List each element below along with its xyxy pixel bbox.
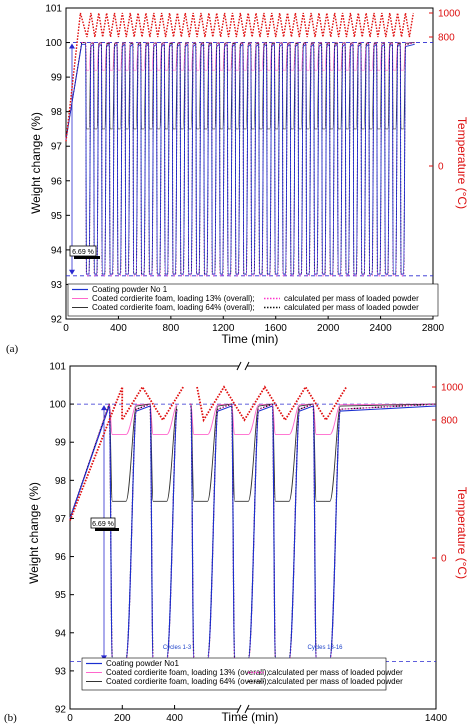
panel-a-annotation-text: 6.69 %	[72, 249, 94, 256]
panel-b-ytick-label: 93	[55, 666, 67, 677]
panel-a-ytick-label: 98	[51, 107, 63, 118]
panel-a-y2tick-label: 1000	[438, 9, 461, 20]
panel-b-series-temperature	[69, 385, 348, 521]
panel-a-xtick-label: 2800	[422, 323, 445, 334]
panel-b-annotation-arrowhead-top	[101, 405, 107, 411]
panel-a-legend-label: Coated cordierite foam, loading 13% (ove…	[92, 294, 255, 303]
panel-a-plot-frame	[65, 7, 434, 320]
panel-a-ytick-label: 100	[45, 38, 62, 49]
panel-a-ytick-label: 99	[51, 73, 63, 84]
panel-b-ytick-label: 101	[49, 362, 66, 373]
panel-b-y2tick-label: 1000	[441, 383, 464, 394]
panel-b-y2label: Temperature (°C)	[455, 487, 469, 579]
panel-b-ytick-label: 94	[55, 628, 67, 639]
panel-a-annotation: 6.69 %	[69, 245, 100, 259]
panel-b-annotation-text: 6.69 %	[92, 521, 114, 528]
panel-a-xtick-label: 0	[63, 323, 69, 334]
panel-a-ytick-label: 97	[51, 142, 63, 153]
panel-a-series-powder	[65, 43, 415, 275]
panel-a-ytick-label: 101	[45, 4, 62, 15]
panel-b-ytick-label: 99	[55, 438, 67, 449]
panel-b-series-foam64	[69, 403, 437, 519]
panel-a-xtick-label: 800	[163, 323, 180, 334]
panel-a-xtick-label: 1200	[212, 323, 235, 334]
panel-b-label: (b)	[4, 712, 17, 724]
panel-a-annotation-arrowhead-bottom	[69, 269, 75, 275]
panel-b-ylabel: Weight change (%)	[27, 482, 41, 584]
panel-b-axis-break-mark	[244, 361, 250, 371]
panel-a-y2label: Temperature (°C)	[455, 117, 469, 209]
panel-a-annotation-shadow	[74, 256, 100, 259]
panel-b-xtick-label: 200	[114, 713, 131, 724]
panel-b-ytick-label: 98	[55, 476, 67, 487]
panel-a-ytick-label: 94	[51, 245, 63, 256]
panel-a-xlabel: Time (min)	[222, 332, 279, 346]
panel-a-legend-label: calculated per mass of loaded powder	[284, 294, 419, 303]
panel-a-xtick-label: 2400	[369, 323, 392, 334]
panel-b-axis-break-gap	[239, 705, 247, 713]
panel-a-xtick-label: 2000	[317, 323, 340, 334]
panel-b-legend-label: Coated cordierite foam, loading 64% (ove…	[106, 677, 269, 686]
panel-a-annotation-arrowhead-top	[69, 43, 75, 49]
panel-b-xtick-label: 1400	[425, 713, 448, 724]
panel-a-xtick-label: 400	[110, 323, 127, 334]
panel-a-ytick-label: 96	[51, 176, 63, 187]
panel-b-axis-break-mark	[236, 361, 242, 371]
panel-b-cycles-label-2: Cycles 13-16	[307, 645, 343, 651]
panel-b-y2tick-label: 0	[441, 554, 447, 565]
panel-b-y2tick-label: 800	[441, 416, 458, 427]
panel-b-series-foam13-calc	[69, 403, 437, 662]
panel-b-legend-label: calculated per mass of loaded powder	[268, 668, 403, 677]
panel-b-legend-label: Coated cordierite foam, loading 13% (ove…	[106, 668, 269, 677]
panel-b-ytick-label: 96	[55, 552, 67, 563]
panel-b-axis-break-gap	[239, 362, 247, 370]
panel-b-axis-break-mark	[236, 704, 242, 714]
panel-a-legend-label: Coated cordierite foam, loading 64% (ove…	[92, 303, 255, 312]
panel-b-legend-box	[81, 657, 387, 691]
panel-b-ytick-label: 97	[55, 514, 67, 525]
panel-b-series-foam64-calc	[69, 403, 437, 661]
panel-b-series-powder	[69, 405, 437, 660]
panel-b-plot-frame	[69, 365, 437, 710]
panel-b-legend-label: Coating powder No1	[106, 659, 179, 668]
panel-b-axis-break-mark	[244, 704, 250, 714]
panel-b: 92 93 94 95 96 97 98 99 100 101 0 200 400 1400 0 800 100…	[4, 362, 469, 724]
panel-b-ticks-group: 92 93 94 95 96 97 98 99 100 101 0 200 400 1400 0 800 100…	[49, 362, 463, 724]
panel-b-cycles-label-1: Cycles 1-3	[163, 645, 192, 651]
panel-a: 92 93 94 95 96 97 98 99 100 101 0 400 800 1200 1600 200…	[6, 4, 469, 356]
panel-b-ytick-label: 92	[55, 705, 67, 716]
panel-b-series-group	[69, 385, 437, 662]
panel-a-y2tick-label: 800	[438, 33, 455, 44]
panel-b-legend-label: calculated per mass of loaded powder	[268, 677, 403, 686]
panel-a-label: (a)	[6, 343, 19, 355]
panel-b-ytick-label: 95	[55, 590, 67, 601]
panel-b-annotation: 6.69 %	[90, 517, 119, 531]
panel-a-ylabel: Weight change (%)	[29, 112, 43, 214]
panel-b-annotation-shadow	[95, 528, 119, 531]
panel-b-xtick-label: 0	[67, 713, 73, 724]
panel-a-y2tick-label: 0	[438, 162, 444, 173]
panel-a-ticks-group: 92 93 94 95 96 97 98 99 100 101 0 400 800 1200 1600 200…	[45, 4, 460, 335]
panel-a-legend-label: calculated per mass of loaded powder	[284, 303, 419, 312]
panel-a-xtick-label: 1600	[265, 323, 288, 334]
panel-a-ytick-label: 95	[51, 211, 63, 222]
panel-b-xlabel: Time (min)	[222, 710, 279, 724]
panel-b-ytick-label: 100	[49, 400, 66, 411]
panel-a-legend-label: Coating powder No 1	[92, 285, 168, 294]
panel-a-ytick-label: 92	[51, 315, 63, 326]
panel-a-legend-box	[67, 283, 439, 317]
panel-a-series-temperature	[65, 12, 415, 142]
panel-b-xtick-label: 400	[166, 713, 183, 724]
panel-b-series-foam13	[69, 403, 437, 519]
panel-a-ytick-label: 93	[51, 280, 63, 291]
panel-a-series-group	[65, 12, 433, 277]
